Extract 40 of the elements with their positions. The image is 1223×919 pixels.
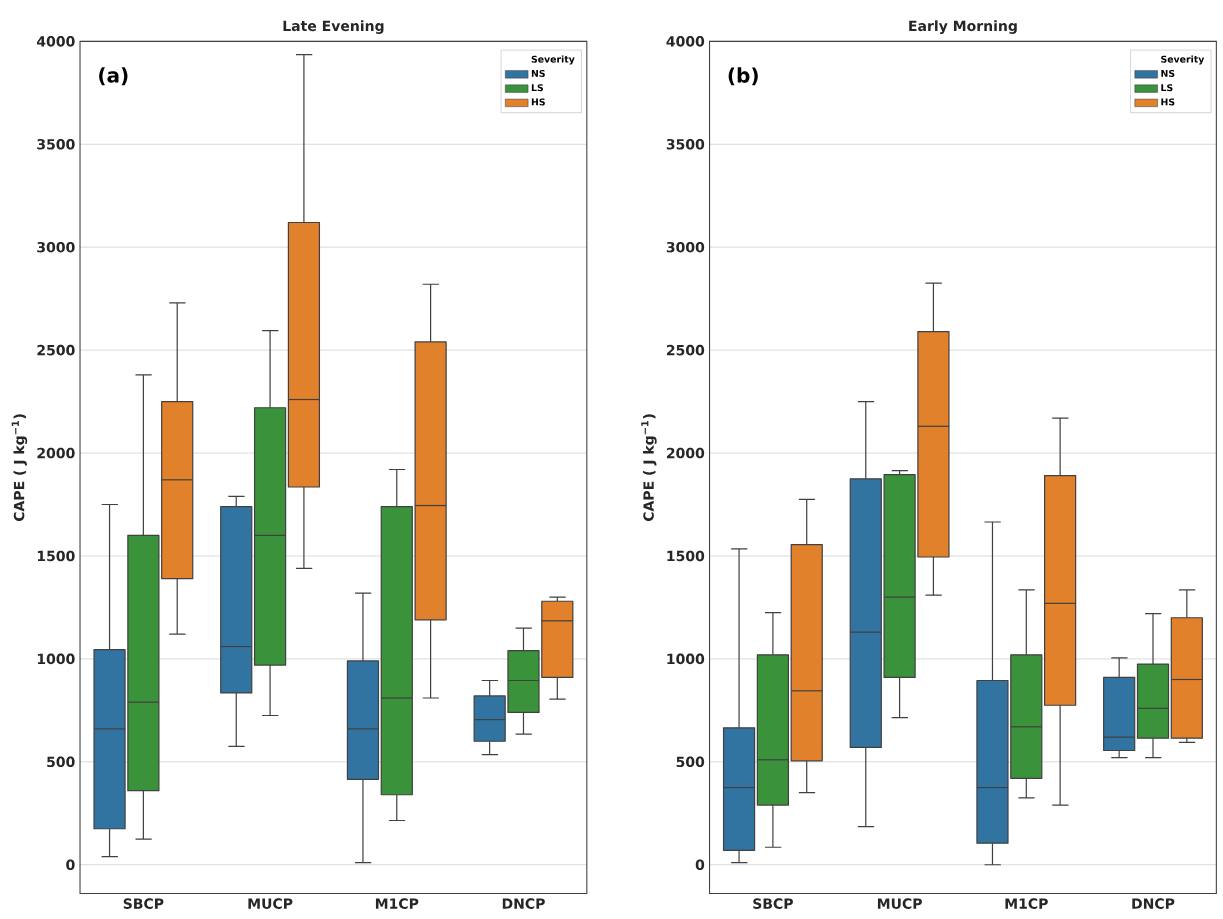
x-tick-label: MUCP	[248, 898, 293, 909]
y-tick-label: 3000	[666, 241, 705, 253]
legend-label: LS	[531, 84, 543, 92]
y-tick-label: 500	[676, 756, 705, 768]
y-tick-label: 3500	[666, 139, 705, 150]
y-tick-label: 1500	[667, 550, 705, 562]
y-tick-label: 1000	[667, 653, 705, 665]
legend-label: HS	[1161, 98, 1175, 106]
y-tick-label: 1000	[37, 653, 75, 665]
y-axis-title: CAPE ( J kg$^{−1}$)	[11, 414, 28, 522]
y-tick-label: 2000	[37, 447, 75, 459]
legend-label: HS	[531, 98, 545, 106]
y-tick-label: 4000	[36, 36, 75, 47]
x-tick-label: MUCP	[877, 898, 922, 909]
x-tick-label: SBCP	[123, 898, 164, 909]
y-tick-label: 500	[47, 756, 75, 768]
y-tick-label: 2500	[37, 344, 75, 356]
x-tick-label: SBCP	[753, 898, 793, 909]
y-tick-label: 2000	[666, 447, 705, 459]
x-tick-label: M1CP	[1005, 898, 1048, 909]
y-tick-label: 1500	[37, 550, 75, 562]
legend-label: NS	[531, 69, 545, 77]
legend-label: LS	[1161, 84, 1173, 92]
y-tick-label: 3000	[37, 241, 75, 253]
y-tick-label: 2500	[666, 344, 705, 356]
x-tick-label: DNCP	[1132, 898, 1175, 909]
y-axis-title: CAPE ( J kg$^{−1}$)	[641, 414, 657, 522]
legend-title: Severity	[531, 55, 575, 65]
legend-title: Severity	[1161, 55, 1205, 65]
chart-title: Early Morning	[909, 20, 1017, 34]
y-tick-label: 4000	[666, 36, 705, 47]
y-tick-label: 3500	[37, 139, 75, 150]
annotation: (a)	[99, 67, 128, 86]
y-tick-label: 0	[695, 859, 705, 871]
chart-title: Late Evening	[283, 20, 384, 34]
annotation: (b)	[728, 67, 758, 86]
x-tick-label: DNCP	[502, 898, 545, 909]
y-tick-label: 0	[66, 859, 75, 871]
legend-label: NS	[1161, 69, 1175, 77]
x-tick-label: M1CP	[375, 898, 419, 909]
